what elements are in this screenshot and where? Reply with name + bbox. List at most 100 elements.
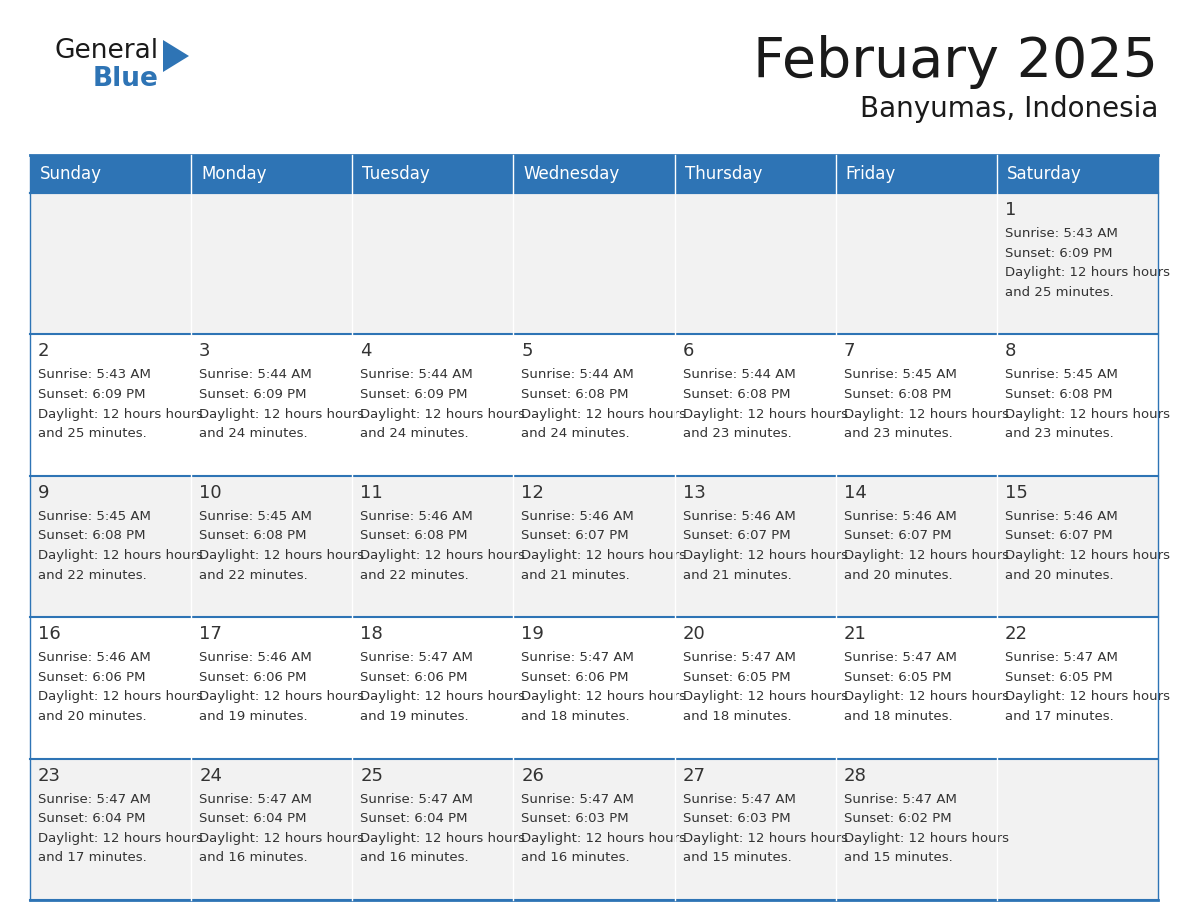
Text: Banyumas, Indonesia: Banyumas, Indonesia <box>860 95 1158 123</box>
Text: Daylight: 12 hours hours: Daylight: 12 hours hours <box>200 690 365 703</box>
Text: Sunrise: 5:46 AM: Sunrise: 5:46 AM <box>38 651 151 665</box>
Text: Tuesday: Tuesday <box>362 165 430 183</box>
Text: Sunset: 6:02 PM: Sunset: 6:02 PM <box>843 812 952 825</box>
Text: Daylight: 12 hours hours: Daylight: 12 hours hours <box>360 832 525 845</box>
Text: and 24 minutes.: and 24 minutes. <box>200 427 308 441</box>
Text: Daylight: 12 hours hours: Daylight: 12 hours hours <box>683 690 847 703</box>
Text: Sunset: 6:09 PM: Sunset: 6:09 PM <box>200 388 307 401</box>
Text: and 25 minutes.: and 25 minutes. <box>1005 285 1113 299</box>
Text: Daylight: 12 hours hours: Daylight: 12 hours hours <box>38 408 203 420</box>
Text: Daylight: 12 hours hours: Daylight: 12 hours hours <box>360 690 525 703</box>
Text: 4: 4 <box>360 342 372 361</box>
Bar <box>835 758 997 900</box>
Text: 19: 19 <box>522 625 544 644</box>
Text: Sunset: 6:03 PM: Sunset: 6:03 PM <box>683 812 790 825</box>
Text: February 2025: February 2025 <box>753 35 1158 89</box>
Text: Sunset: 6:06 PM: Sunset: 6:06 PM <box>522 671 628 684</box>
Text: Sunset: 6:04 PM: Sunset: 6:04 PM <box>200 812 307 825</box>
Text: Daylight: 12 hours hours: Daylight: 12 hours hours <box>522 549 687 562</box>
Text: Sunset: 6:07 PM: Sunset: 6:07 PM <box>683 530 790 543</box>
Text: Sunset: 6:08 PM: Sunset: 6:08 PM <box>843 388 952 401</box>
Text: Sunset: 6:06 PM: Sunset: 6:06 PM <box>38 671 145 684</box>
Text: 17: 17 <box>200 625 222 644</box>
Text: Sunset: 6:03 PM: Sunset: 6:03 PM <box>522 812 630 825</box>
Text: 25: 25 <box>360 767 384 785</box>
Text: 6: 6 <box>683 342 694 361</box>
Bar <box>30 758 191 900</box>
Text: Sunset: 6:09 PM: Sunset: 6:09 PM <box>38 388 145 401</box>
Bar <box>191 476 353 617</box>
Text: Sunrise: 5:47 AM: Sunrise: 5:47 AM <box>683 651 796 665</box>
Text: Daylight: 12 hours hours: Daylight: 12 hours hours <box>200 408 365 420</box>
Text: 15: 15 <box>1005 484 1028 502</box>
Text: Daylight: 12 hours hours: Daylight: 12 hours hours <box>843 832 1009 845</box>
Text: and 15 minutes.: and 15 minutes. <box>683 852 791 865</box>
Text: Daylight: 12 hours hours: Daylight: 12 hours hours <box>38 832 203 845</box>
Text: 13: 13 <box>683 484 706 502</box>
Bar <box>997 155 1158 193</box>
Text: and 17 minutes.: and 17 minutes. <box>1005 711 1113 723</box>
Bar <box>675 758 835 900</box>
Text: 1: 1 <box>1005 201 1016 219</box>
Text: Friday: Friday <box>846 165 896 183</box>
Text: Sunrise: 5:43 AM: Sunrise: 5:43 AM <box>38 368 151 381</box>
Text: Sunrise: 5:47 AM: Sunrise: 5:47 AM <box>200 792 312 806</box>
Text: Sunset: 6:08 PM: Sunset: 6:08 PM <box>360 530 468 543</box>
Text: Sunrise: 5:47 AM: Sunrise: 5:47 AM <box>522 651 634 665</box>
Text: Sunset: 6:08 PM: Sunset: 6:08 PM <box>38 530 145 543</box>
Text: Daylight: 12 hours hours: Daylight: 12 hours hours <box>843 549 1009 562</box>
Text: and 20 minutes.: and 20 minutes. <box>1005 568 1113 582</box>
Text: 18: 18 <box>360 625 383 644</box>
Text: and 20 minutes.: and 20 minutes. <box>38 711 146 723</box>
Text: Sunrise: 5:47 AM: Sunrise: 5:47 AM <box>843 651 956 665</box>
Text: Sunrise: 5:47 AM: Sunrise: 5:47 AM <box>683 792 796 806</box>
Bar <box>353 193 513 334</box>
Bar <box>30 155 191 193</box>
Text: Daylight: 12 hours hours: Daylight: 12 hours hours <box>360 408 525 420</box>
Text: and 18 minutes.: and 18 minutes. <box>683 711 791 723</box>
Bar <box>513 617 675 758</box>
Text: Sunrise: 5:43 AM: Sunrise: 5:43 AM <box>1005 227 1118 240</box>
Text: Daylight: 12 hours hours: Daylight: 12 hours hours <box>522 832 687 845</box>
Text: Daylight: 12 hours hours: Daylight: 12 hours hours <box>522 408 687 420</box>
Text: Sunrise: 5:47 AM: Sunrise: 5:47 AM <box>38 792 151 806</box>
Text: Daylight: 12 hours hours: Daylight: 12 hours hours <box>683 408 847 420</box>
Text: 21: 21 <box>843 625 866 644</box>
Text: Daylight: 12 hours hours: Daylight: 12 hours hours <box>1005 408 1170 420</box>
Text: 2: 2 <box>38 342 50 361</box>
Text: General: General <box>55 38 159 64</box>
Bar <box>997 758 1158 900</box>
Text: Sunset: 6:09 PM: Sunset: 6:09 PM <box>1005 247 1112 260</box>
Text: Daylight: 12 hours hours: Daylight: 12 hours hours <box>1005 549 1170 562</box>
Text: 22: 22 <box>1005 625 1028 644</box>
Text: 8: 8 <box>1005 342 1016 361</box>
Bar <box>997 193 1158 334</box>
Bar <box>675 334 835 476</box>
Text: and 24 minutes.: and 24 minutes. <box>360 427 469 441</box>
Bar <box>835 155 997 193</box>
Text: and 23 minutes.: and 23 minutes. <box>1005 427 1113 441</box>
Text: 27: 27 <box>683 767 706 785</box>
Text: 16: 16 <box>38 625 61 644</box>
Text: Monday: Monday <box>201 165 266 183</box>
Text: Daylight: 12 hours hours: Daylight: 12 hours hours <box>38 690 203 703</box>
Text: Sunset: 6:07 PM: Sunset: 6:07 PM <box>522 530 630 543</box>
Text: and 16 minutes.: and 16 minutes. <box>522 852 630 865</box>
Bar <box>30 334 191 476</box>
Bar <box>675 476 835 617</box>
Text: and 18 minutes.: and 18 minutes. <box>843 711 953 723</box>
Bar <box>835 617 997 758</box>
Text: 23: 23 <box>38 767 61 785</box>
Bar <box>353 758 513 900</box>
Text: Sunrise: 5:46 AM: Sunrise: 5:46 AM <box>200 651 312 665</box>
Bar <box>191 193 353 334</box>
Bar <box>997 617 1158 758</box>
Text: Sunset: 6:08 PM: Sunset: 6:08 PM <box>522 388 628 401</box>
Text: 26: 26 <box>522 767 544 785</box>
Text: and 24 minutes.: and 24 minutes. <box>522 427 630 441</box>
Text: 5: 5 <box>522 342 533 361</box>
Text: Daylight: 12 hours hours: Daylight: 12 hours hours <box>1005 690 1170 703</box>
Text: Sunset: 6:06 PM: Sunset: 6:06 PM <box>200 671 307 684</box>
Text: 28: 28 <box>843 767 866 785</box>
Text: Sunrise: 5:44 AM: Sunrise: 5:44 AM <box>360 368 473 381</box>
